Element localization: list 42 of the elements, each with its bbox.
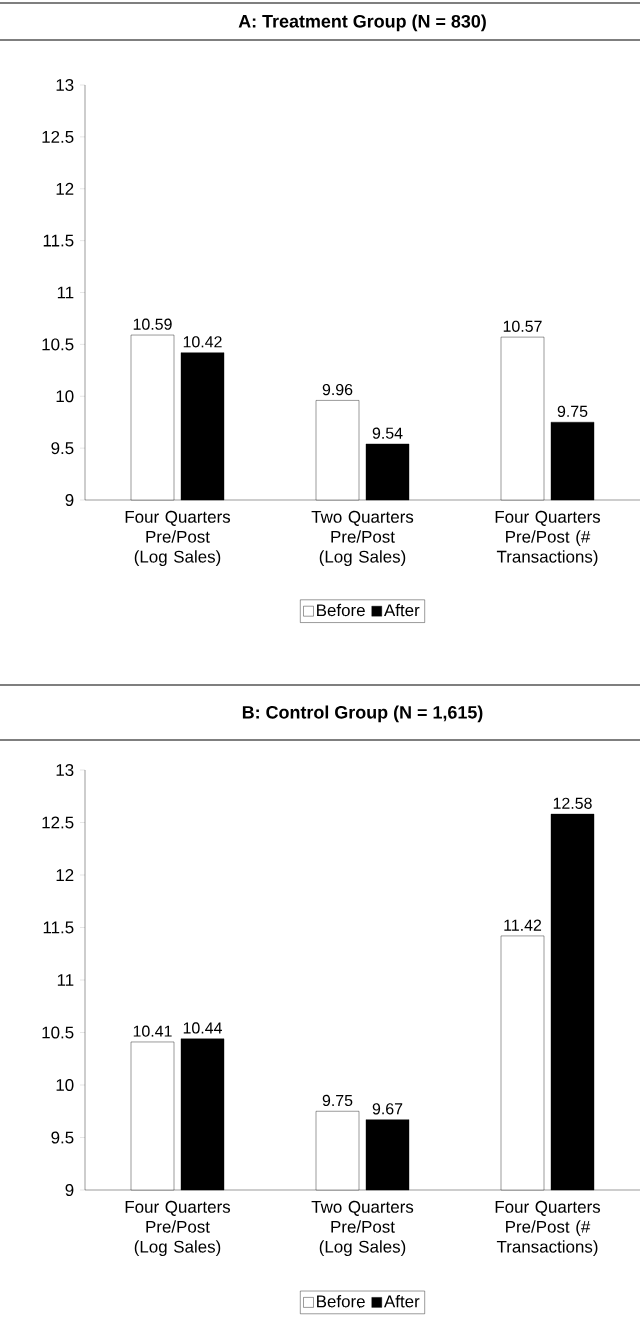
data-label: 12.58 [553, 797, 592, 809]
y-tick-label: 13 [56, 764, 74, 777]
legend-label: Before [317, 603, 365, 617]
legend-label: After [383, 1295, 420, 1308]
y-tick-label: 9 [65, 1184, 74, 1197]
y-tick-label: 10.5 [42, 338, 74, 351]
data-label: 10.42 [183, 336, 222, 348]
y-tick-label: 11 [57, 974, 74, 986]
data-label: 10.44 [183, 1022, 222, 1034]
data-label: 9.54 [372, 427, 403, 439]
y-tick-label: 9 [65, 494, 74, 507]
chart-title: A: Treatment Group (N = 830) [238, 14, 486, 32]
data-label: 9.67 [372, 1103, 403, 1115]
chart-title: B: Control Group (N = 1,615) [242, 705, 483, 723]
data-label: 10.59 [133, 318, 172, 330]
data-label: 9.96 [322, 383, 353, 396]
y-tick-label: 10 [56, 390, 74, 403]
data-label: 10.41 [133, 1025, 172, 1037]
x-tick-label: Two Quarters Pre/Post (Log Sales) [311, 510, 414, 567]
y-tick-label: 12 [56, 869, 74, 881]
data-label: 9.75 [557, 405, 588, 417]
y-tick-label: 12.5 [42, 816, 74, 829]
legend-label: After [383, 603, 420, 617]
y-tick-label: 9.5 [51, 1131, 74, 1144]
x-tick-label: Two Quarters Pre/Post (Log Sales) [311, 1200, 414, 1257]
data-label: 11.42 [504, 919, 542, 931]
data-label: 10.57 [503, 320, 542, 332]
y-tick-label: 10.5 [42, 1026, 74, 1039]
legend-label: Before [317, 1295, 365, 1308]
y-tick-label: 10 [56, 1079, 74, 1092]
x-tick-label: Four Quarters Pre/Post (Log Sales) [125, 1200, 231, 1257]
y-tick-label: 11.5 [43, 234, 74, 247]
y-tick-label: 11.5 [43, 921, 74, 934]
x-tick-label: Four Quarters Pre/Post (# Transactions) [495, 510, 601, 567]
y-tick-label: 13 [56, 79, 74, 92]
y-tick-label: 12 [56, 182, 74, 195]
x-tick-label: Four Quarters Pre/Post (# Transactions) [495, 1200, 601, 1257]
y-tick-label: 9.5 [51, 442, 74, 455]
y-tick-label: 12.5 [42, 130, 74, 143]
data-label: 9.75 [322, 1094, 353, 1107]
y-tick-label: 11 [57, 286, 74, 299]
x-tick-label: Four Quarters Pre/Post (Log Sales) [125, 510, 231, 567]
